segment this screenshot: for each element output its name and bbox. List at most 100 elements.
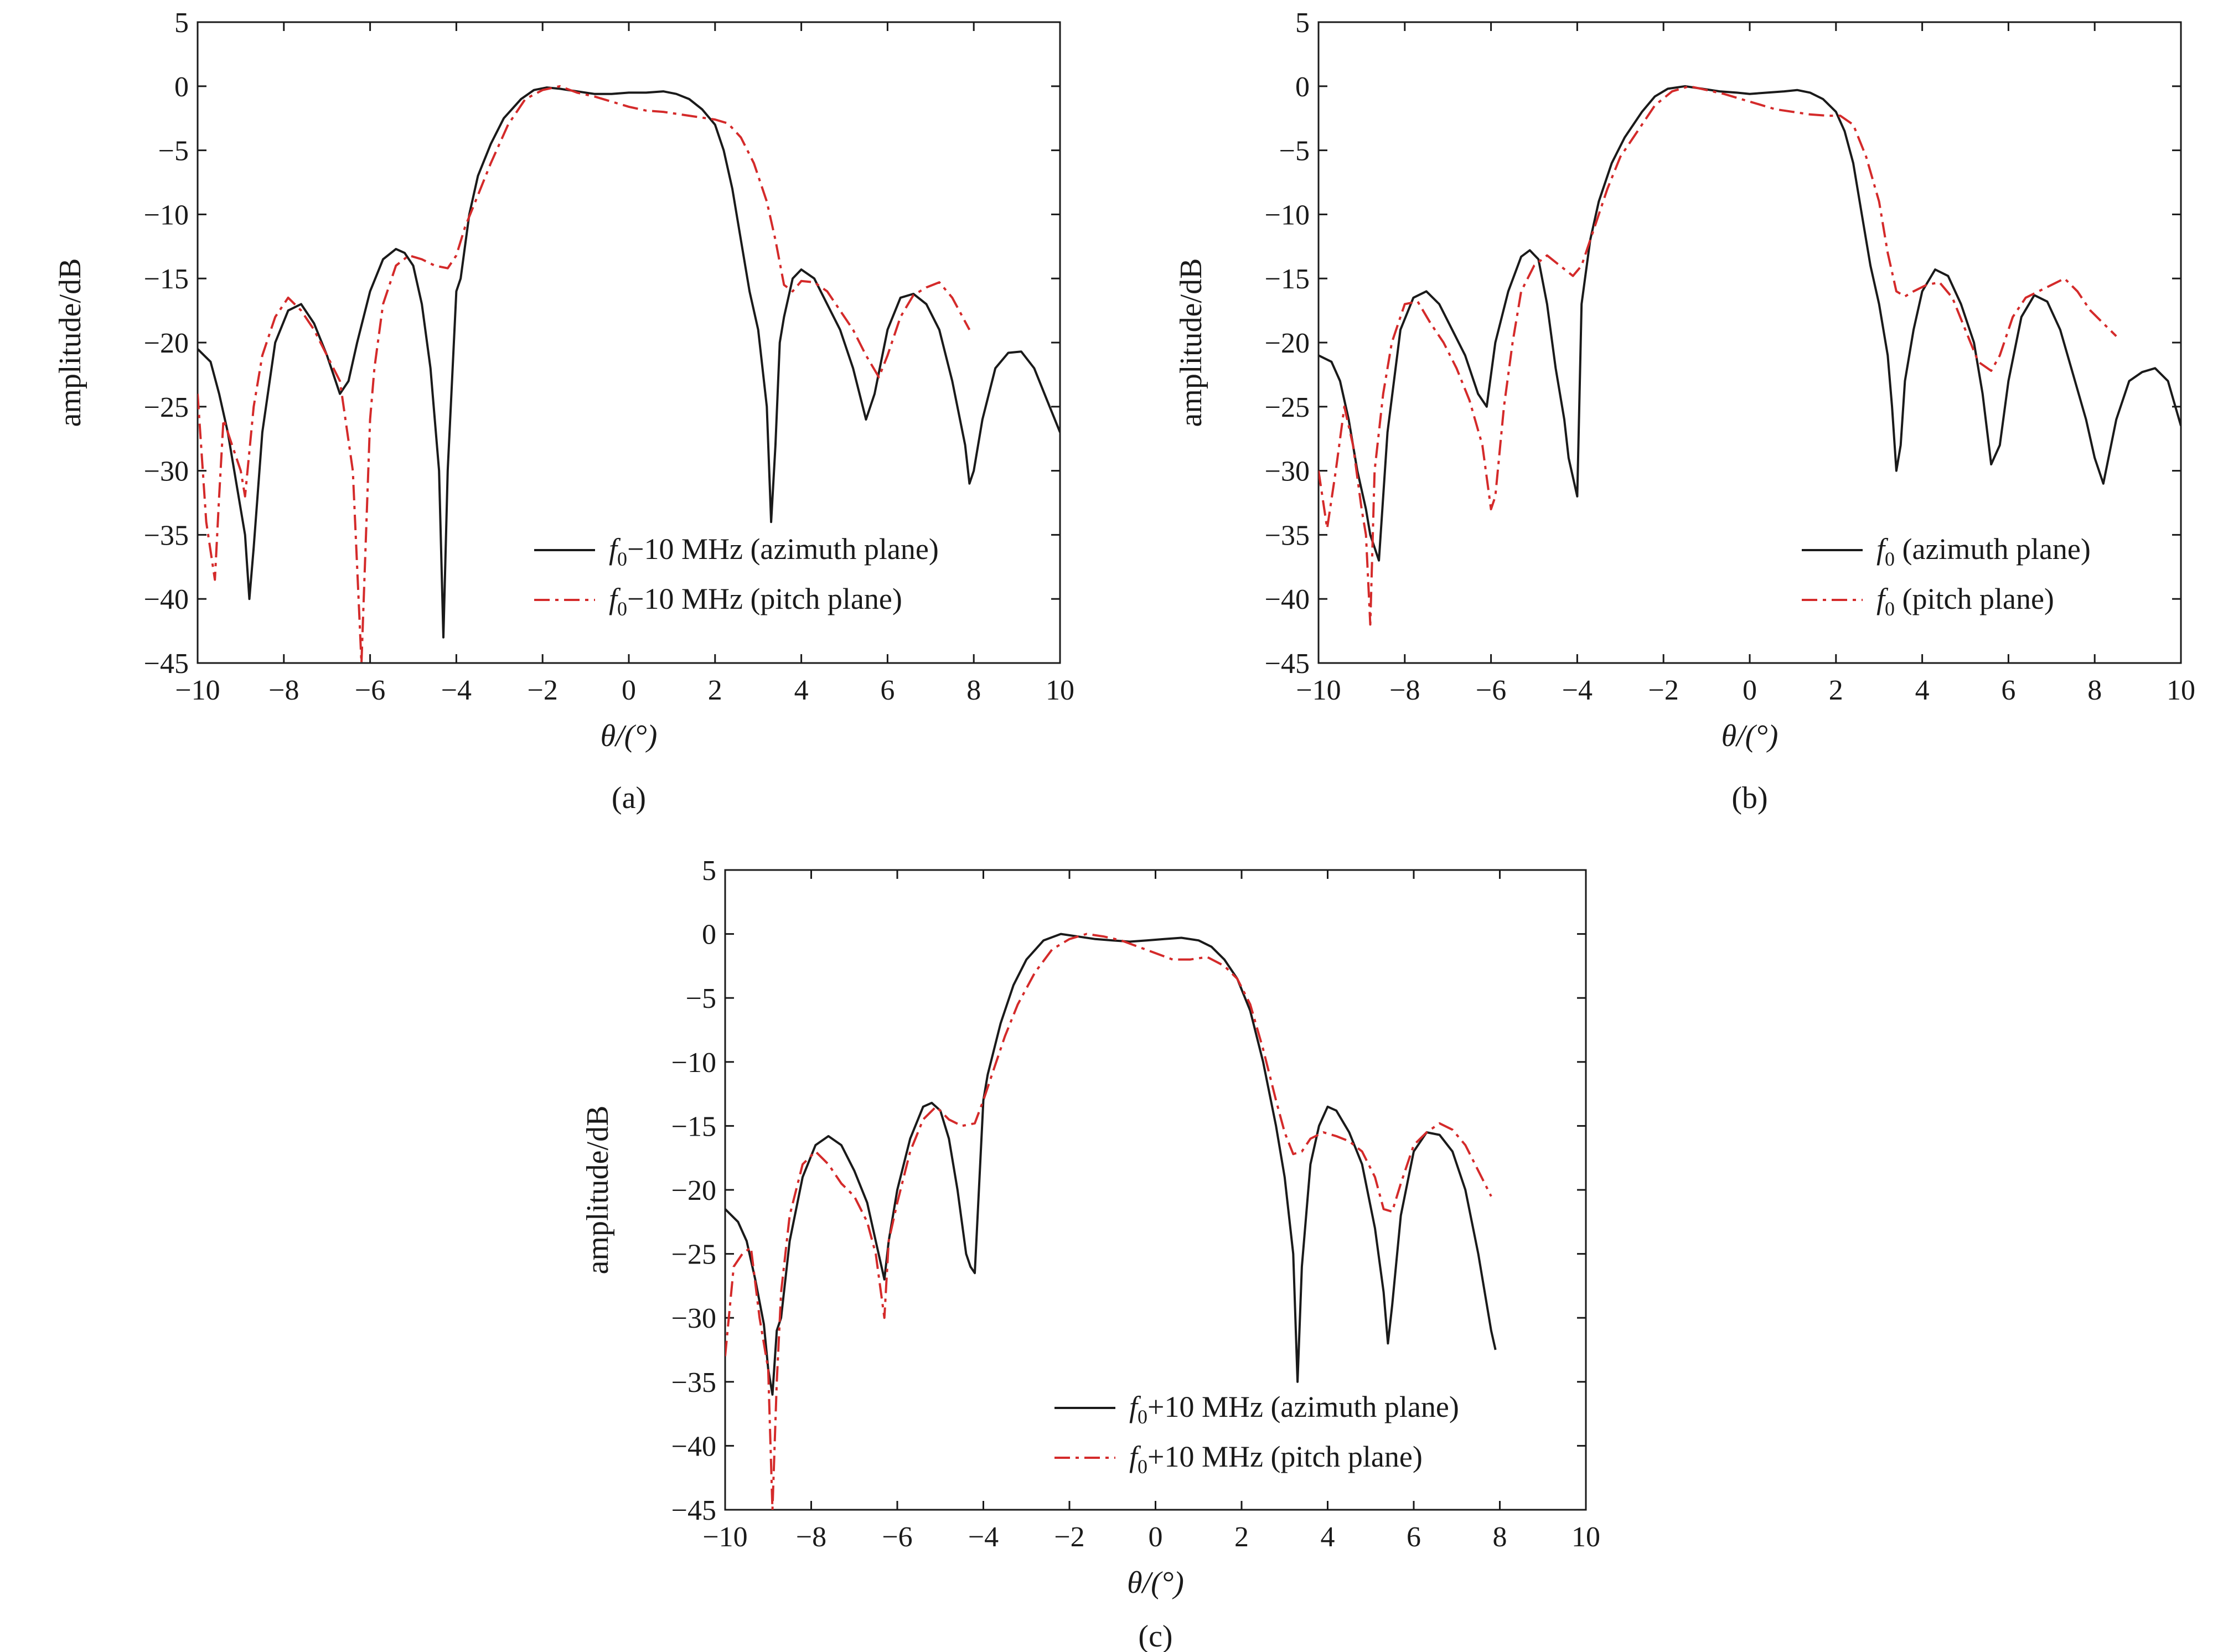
x-tick-label: −8: [796, 1521, 826, 1553]
x-tick-label: −8: [1389, 675, 1420, 706]
y-tick-label: −5: [158, 136, 189, 167]
legend-subscript: 0: [1138, 1406, 1147, 1428]
x-tick-label: 0: [1743, 675, 1757, 706]
x-tick-label: 8: [966, 675, 981, 706]
y-tick-label: 5: [174, 7, 189, 39]
y-tick-label: 0: [1295, 71, 1310, 103]
legend-label: −10 MHz (azimuth plane): [627, 532, 939, 566]
y-tick-label: −30: [671, 1303, 716, 1334]
x-tick-label: 6: [1407, 1521, 1421, 1553]
y-tick-label: −10: [1265, 199, 1310, 231]
y-tick-label: −40: [1265, 584, 1310, 615]
x-tick-label: −2: [1054, 1521, 1084, 1553]
x-axis-label: θ/(°): [1127, 1566, 1184, 1600]
series-line-pitch: [1319, 85, 2117, 626]
y-tick-label: −45: [144, 648, 189, 680]
legend-entry: f0−10 MHz (pitch plane): [609, 582, 902, 620]
x-tick-label: 4: [1915, 675, 1930, 706]
y-axis-label: amplitude/dB: [1174, 258, 1208, 427]
legend-entry: f0+10 MHz (azimuth plane): [1129, 1390, 1459, 1428]
legend-label: (azimuth plane): [1895, 532, 2091, 566]
y-tick-label: −25: [671, 1239, 716, 1271]
x-tick-label: 2: [1234, 1521, 1249, 1553]
x-tick-label: 2: [1829, 675, 1843, 706]
x-tick-label: 4: [794, 675, 809, 706]
plot-frame: [197, 21, 1061, 664]
y-tick-label: −20: [671, 1175, 716, 1206]
x-tick-label: 10: [2167, 675, 2195, 706]
legend-entry: f0 (azimuth plane): [1876, 532, 2091, 570]
x-tick-label: −4: [441, 675, 472, 706]
x-tick-label: 10: [1046, 675, 1074, 706]
x-tick-label: 6: [880, 675, 895, 706]
x-tick-label: 0: [1149, 1521, 1163, 1553]
y-axis-label: amplitude/dB: [581, 1106, 615, 1275]
y-tick-label: 5: [1295, 7, 1310, 39]
x-tick-label: 6: [2001, 675, 2015, 706]
y-tick-label: −15: [144, 263, 189, 295]
legend-subscript: 0: [617, 598, 627, 620]
y-tick-label: −35: [144, 520, 189, 551]
y-tick-label: −40: [671, 1431, 716, 1462]
series-line-pitch: [198, 85, 971, 663]
y-tick-label: −15: [1265, 263, 1310, 295]
y-tick-label: −40: [144, 584, 189, 615]
x-tick-label: 10: [1571, 1521, 1600, 1553]
x-tick-label: −4: [1562, 675, 1593, 706]
chart-panel-b: 50−5−10−15−20−25−30−35−40−45−10 −8 −6 −4 −2 0…: [1174, 7, 2195, 815]
x-tick-label: −10: [702, 1521, 747, 1553]
y-tick-label: −45: [671, 1495, 716, 1526]
y-tick-label: −5: [1279, 136, 1310, 167]
x-axis-label: θ/(°): [1721, 719, 1779, 753]
x-tick-label: 8: [1493, 1521, 1507, 1553]
x-tick-label: −4: [968, 1521, 999, 1553]
x-tick-label: −10: [175, 675, 220, 706]
legend-subscript: 0: [617, 548, 627, 570]
chart-panel-a: 50−5−10−15−20−25−30−35−40−45−10 −8 −6 −4 −2 0…: [53, 7, 1074, 815]
legend-label: −10 MHz (pitch plane): [627, 582, 902, 615]
y-tick-label: −30: [144, 456, 189, 488]
x-tick-label: −6: [355, 675, 385, 706]
y-tick-label: −20: [144, 328, 189, 359]
y-tick-label: −45: [1265, 648, 1310, 680]
x-tick-label: 0: [622, 675, 636, 706]
y-tick-label: 5: [702, 855, 716, 887]
x-tick-label: 2: [708, 675, 722, 706]
y-tick-label: −5: [686, 983, 716, 1014]
series-line-azimuth: [1319, 85, 2181, 562]
chart-panel-c: 50−5−10−15−20−25−30−35−40−45−10 −8 −6 −4 −2 0…: [581, 855, 1600, 1652]
x-tick-label: −8: [268, 675, 299, 706]
y-tick-label: 0: [702, 919, 716, 951]
legend-subscript: 0: [1138, 1456, 1147, 1478]
legend-label: (pitch plane): [1895, 582, 2054, 615]
y-tick-label: −35: [671, 1367, 716, 1399]
x-tick-label: −6: [882, 1521, 912, 1553]
legend-entry: f0 (pitch plane): [1876, 582, 2054, 620]
x-tick-label: 4: [1321, 1521, 1335, 1553]
x-axis-label: θ/(°): [601, 719, 658, 753]
y-tick-label: −30: [1265, 456, 1310, 488]
legend-label: +10 MHz (pitch plane): [1147, 1440, 1423, 1473]
legend-subscript: 0: [1885, 548, 1895, 570]
y-tick-label: 0: [174, 71, 189, 103]
x-tick-label: −10: [1296, 675, 1341, 706]
y-tick-label: −25: [144, 392, 189, 423]
legend-label: +10 MHz (azimuth plane): [1147, 1390, 1459, 1423]
series-line-azimuth: [198, 86, 1060, 639]
y-tick-label: −10: [671, 1047, 716, 1079]
legend-entry: f0−10 MHz (azimuth plane): [609, 532, 939, 570]
x-tick-label: −2: [528, 675, 558, 706]
x-tick-label: −6: [1476, 675, 1506, 706]
panel-label: (a): [612, 781, 646, 815]
y-tick-label: −15: [671, 1111, 716, 1142]
series-line-azimuth: [725, 933, 1497, 1396]
legend-entry: f0+10 MHz (pitch plane): [1129, 1440, 1423, 1478]
y-tick-label: −10: [144, 199, 189, 231]
x-tick-label: 8: [2087, 675, 2102, 706]
series-line-pitch: [725, 933, 1492, 1510]
plot-frame: [1317, 21, 2182, 664]
panel-label: (b): [1731, 781, 1767, 815]
y-tick-label: −20: [1265, 328, 1310, 359]
y-tick-label: −25: [1265, 392, 1310, 423]
